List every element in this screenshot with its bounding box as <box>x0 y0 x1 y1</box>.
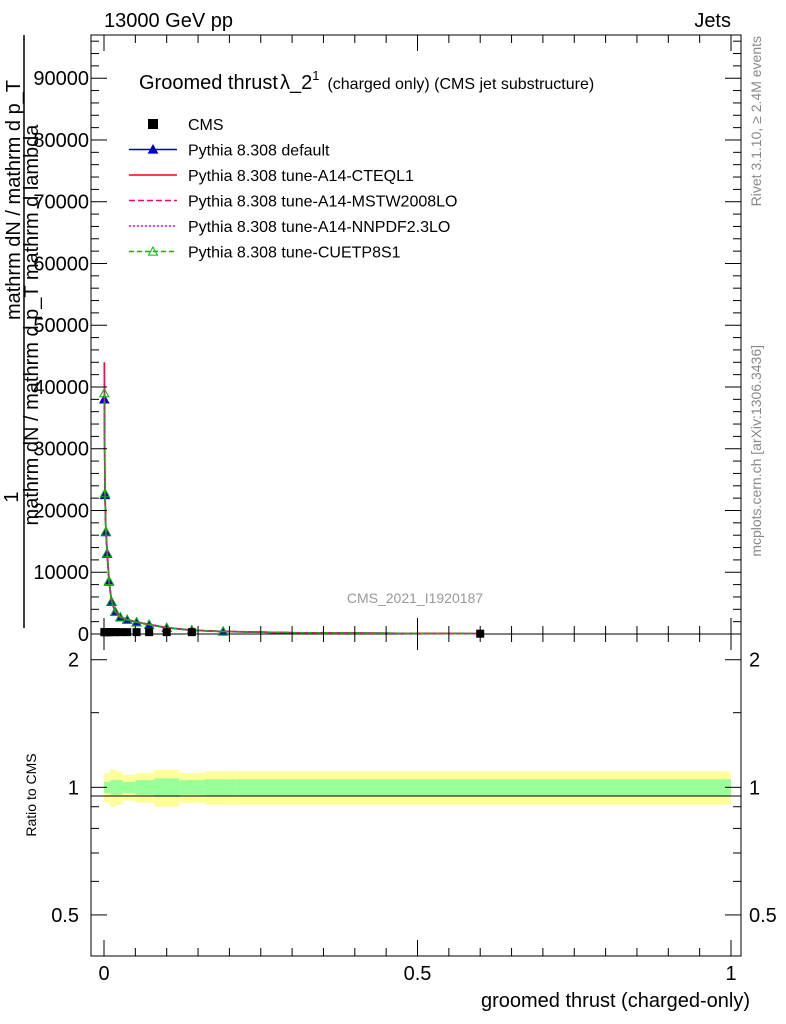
ratio-band-inner <box>110 780 117 795</box>
y-tick-label: 60000 <box>33 253 89 275</box>
ratio-band-inner <box>154 778 180 797</box>
cms-data-point <box>187 628 196 637</box>
legend-marker <box>147 245 159 256</box>
ylabel-numerator: 1 <box>1 491 23 502</box>
y-tick-label: 80000 <box>33 130 89 152</box>
ratio-band-inner <box>104 781 111 793</box>
series-marker <box>100 525 112 536</box>
series-marker <box>217 626 229 636</box>
x-tick-label: 1 <box>725 963 736 985</box>
watermark: CMS_2021_I1920187 <box>347 590 483 606</box>
legend-label: Pythia 8.308 tune-A14-NNPDF2.3LO <box>188 219 450 236</box>
ratio-tick-label-right: 2 <box>749 650 760 672</box>
cms-data-point <box>132 628 141 637</box>
y-tick-label-zero: 0 <box>78 624 89 646</box>
legend-label-cms: CMS <box>188 117 224 134</box>
xlabel: groomed thrust (charged-only) <box>481 990 750 1012</box>
y-tick-label: 90000 <box>33 68 89 90</box>
series-marker <box>109 606 121 616</box>
y-tick-label: 30000 <box>33 439 89 461</box>
legend: CMS Pythia 8.308 default Pythia 8.308 tune… <box>129 117 457 262</box>
y-tick-label: 40000 <box>33 377 89 399</box>
ratio-band-inner <box>122 781 136 793</box>
x-tick-label: 0.5 <box>404 963 432 985</box>
rivet-label: Rivet 3.1.10, ≥ 2.4M events <box>748 36 764 206</box>
ratio-tick-label-left: 2 <box>68 650 79 672</box>
series-marker <box>121 614 133 624</box>
series-line <box>103 374 481 635</box>
series-marker <box>106 596 117 606</box>
series-marker <box>98 387 110 398</box>
title-main: Groomed thrust <box>139 72 278 94</box>
mcplots-label: mcplots.cern.ch [arXiv:1306.3436] <box>748 345 764 557</box>
y-tick-label: 70000 <box>33 192 89 214</box>
series-marker <box>114 611 126 622</box>
legend-label: Pythia 8.308 tune-CUETP8S1 <box>188 245 401 262</box>
title-superscript: 1 <box>312 68 319 83</box>
ylabel-line2: mathrm dN / mathrm d p_T <box>3 80 25 320</box>
ratio-band-inner <box>235 779 732 796</box>
x-tick-label: 0 <box>98 963 109 985</box>
ratio-band-inner <box>204 779 236 796</box>
series-marker <box>101 547 113 558</box>
tick-layer: 10000 20000 30000 40000 50000 60000 70000 80000… <box>33 35 777 985</box>
legend-marker-cms <box>148 119 158 129</box>
header-left: 13000 GeV pp <box>104 10 233 32</box>
ratio-band-layer <box>104 769 732 807</box>
y-tick-label: 50000 <box>33 315 89 337</box>
legend-label: Pythia 8.308 default <box>188 143 330 160</box>
ratio-tick-label-right: 1 <box>749 777 760 799</box>
cms-data-point <box>111 628 120 637</box>
cms-data-point <box>145 628 154 637</box>
ylabel-line1: mathrm dN / mathrm d p_T mathrm d lambda <box>21 124 43 526</box>
y-tick-label: 20000 <box>33 500 89 522</box>
ratio-ylabel: Ratio to CMS <box>23 753 39 836</box>
legend-label: Pythia 8.308 tune-A14-MSTW2008LO <box>188 194 457 211</box>
y-tick-label: 10000 <box>33 562 89 584</box>
series-marker <box>99 487 111 498</box>
ratio-tick-label-left: 0.5 <box>51 905 79 927</box>
series-marker <box>131 616 142 627</box>
series-marker <box>103 575 115 585</box>
ratio-band-inner <box>135 780 155 795</box>
ratio-band-inner <box>179 780 205 795</box>
plot-title: Groomed thrust λ_21 (charged only) (CMS je… <box>139 68 594 94</box>
ratio-band-inner <box>116 780 123 795</box>
title-symbol: λ_2 <box>280 72 312 94</box>
legend-marker <box>147 143 159 154</box>
ratio-tick-label-left: 1 <box>68 777 79 799</box>
header-right: Jets <box>694 10 731 32</box>
ratio-tick-label-right: 0.5 <box>749 905 777 927</box>
cms-data-point <box>123 628 132 637</box>
title-extra: (charged only) (CMS jet substructure) <box>327 76 594 93</box>
cms-data-point <box>116 628 125 637</box>
legend-label: Pythia 8.308 tune-A14-CTEQL1 <box>188 168 414 185</box>
